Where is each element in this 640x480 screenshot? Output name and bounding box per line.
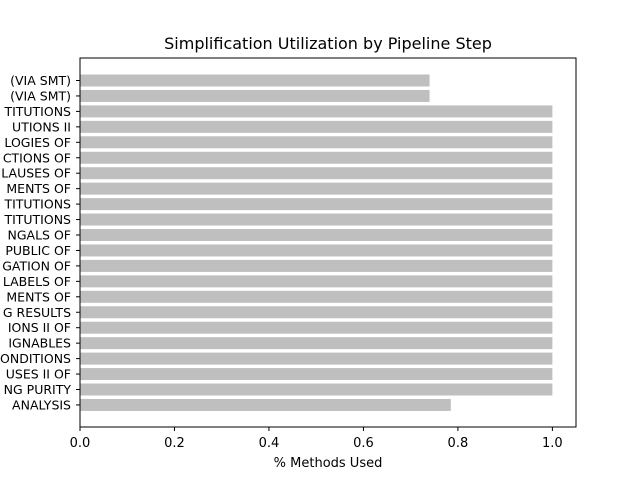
bar [80, 244, 553, 257]
y-tick-label: ONDITIONS [0, 351, 71, 366]
bar [80, 290, 553, 303]
bar [80, 213, 553, 226]
bar [80, 182, 553, 195]
bar [80, 136, 553, 149]
y-tick-label: PUBLIC OF [5, 243, 71, 258]
x-axis-label: % Methods Used [274, 456, 383, 471]
y-tick-label: LOGIES OF [4, 135, 71, 150]
plot-frame [79, 57, 577, 428]
bars-group [80, 74, 553, 411]
bar [80, 74, 430, 87]
bar [80, 105, 553, 118]
bar [80, 167, 553, 180]
x-tick-label: 0.6 [353, 436, 374, 451]
y-tick-label: CTIONS OF [3, 150, 71, 165]
y-tick-label: LAUSES OF [1, 166, 71, 181]
y-tick-label: MENTS OF [6, 181, 71, 196]
y-tick-label: LABELS OF [3, 274, 71, 289]
bar [80, 352, 553, 365]
bar [80, 321, 553, 334]
y-tick-label: UTIONS II [12, 119, 71, 134]
bar [80, 229, 553, 241]
y-tick-label: TITUTIONS [3, 104, 71, 119]
x-tick-label: 0.0 [70, 436, 91, 451]
x-ticks: 0.0 0.2 0.4 0.6 0.8 1.0 [70, 427, 563, 451]
y-tick-label: USES II OF [6, 367, 71, 382]
bar [80, 306, 553, 319]
y-tick-label: (VIA SMT) [10, 88, 71, 103]
bar [80, 275, 553, 288]
bar [80, 198, 553, 211]
bar [80, 151, 553, 164]
y-tick-label: TITUTIONS [3, 212, 71, 227]
bar [80, 259, 553, 272]
chart-title: Simplification Utilization by Pipeline S… [164, 34, 492, 53]
y-tick-label: G RESULTS [3, 305, 71, 320]
y-tick-label: GATION OF [2, 258, 71, 273]
bar [80, 383, 553, 396]
x-tick-label: 0.8 [448, 436, 469, 451]
y-tick-label: IONS II OF [8, 320, 71, 335]
y-tick-label: (VIA SMT) [10, 73, 71, 88]
y-tick-label: ANALYSIS [12, 397, 71, 412]
bar [80, 89, 430, 102]
y-tick-label: MENTS OF [6, 289, 71, 304]
y-tick-label: IGNABLES [8, 336, 71, 351]
bar [80, 120, 553, 133]
bar [80, 337, 553, 350]
bar [80, 368, 553, 381]
y-tick-label: TITUTIONS [3, 197, 71, 212]
x-tick-label: 1.0 [542, 436, 563, 451]
y-tick-label: NGALS OF [8, 228, 72, 243]
bar [80, 398, 451, 411]
y-tick-label: NG PURITY [4, 382, 72, 397]
x-tick-label: 0.4 [259, 436, 280, 451]
x-tick-label: 0.2 [164, 436, 185, 451]
